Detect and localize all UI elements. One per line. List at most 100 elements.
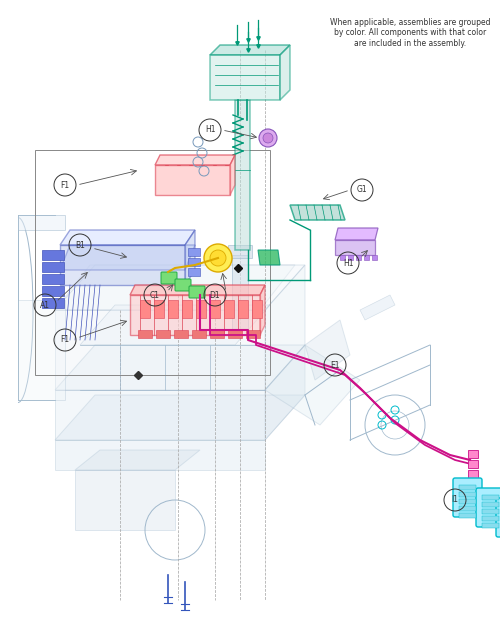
Bar	[224, 300, 234, 318]
Bar	[42, 286, 64, 296]
FancyBboxPatch shape	[175, 279, 191, 291]
Bar	[459, 492, 476, 497]
Polygon shape	[130, 295, 260, 335]
FancyBboxPatch shape	[453, 478, 482, 517]
Text: B1: B1	[75, 241, 85, 249]
Polygon shape	[55, 395, 305, 440]
Bar	[168, 300, 178, 318]
Polygon shape	[18, 215, 65, 230]
Polygon shape	[130, 285, 265, 295]
Polygon shape	[55, 265, 305, 310]
Polygon shape	[265, 265, 305, 390]
Text: When applicable, assemblies are grouped
by color. All components with that color: When applicable, assemblies are grouped …	[330, 18, 490, 48]
Text: I1: I1	[452, 496, 458, 505]
Circle shape	[204, 244, 232, 272]
Text: A1: A1	[40, 301, 50, 310]
Bar	[42, 298, 64, 308]
Polygon shape	[55, 265, 295, 310]
Bar	[192, 330, 206, 338]
Polygon shape	[335, 240, 375, 255]
Text: E1: E1	[330, 361, 340, 370]
Text: H1: H1	[205, 125, 215, 134]
Text: H1: H1	[343, 258, 353, 268]
Polygon shape	[60, 245, 185, 285]
Polygon shape	[55, 345, 305, 390]
Bar	[459, 499, 476, 504]
Bar	[210, 300, 220, 318]
Polygon shape	[55, 440, 265, 470]
Polygon shape	[75, 470, 175, 530]
Bar	[42, 274, 64, 284]
Circle shape	[263, 133, 273, 143]
Polygon shape	[155, 165, 230, 195]
Bar	[188, 248, 200, 256]
Polygon shape	[18, 300, 65, 400]
Bar	[42, 262, 64, 272]
Bar	[340, 255, 345, 260]
Circle shape	[210, 250, 226, 266]
Bar	[348, 255, 353, 260]
Bar	[228, 330, 242, 338]
Bar	[459, 485, 476, 490]
Polygon shape	[360, 295, 395, 320]
Text: D1: D1	[210, 291, 220, 299]
FancyBboxPatch shape	[161, 272, 177, 284]
Text: F1: F1	[60, 180, 70, 189]
FancyBboxPatch shape	[476, 488, 500, 527]
Bar	[468, 450, 478, 458]
Polygon shape	[155, 155, 235, 165]
Bar	[156, 330, 170, 338]
Bar	[174, 330, 188, 338]
Polygon shape	[55, 310, 265, 390]
Bar	[482, 509, 499, 514]
Bar	[42, 250, 64, 260]
Polygon shape	[260, 285, 265, 335]
Bar	[154, 300, 164, 318]
Bar	[138, 330, 152, 338]
Bar	[372, 255, 377, 260]
Text: G1: G1	[356, 185, 368, 194]
Bar	[210, 330, 224, 338]
Bar	[246, 330, 260, 338]
Polygon shape	[55, 390, 265, 440]
Bar	[188, 258, 200, 266]
Polygon shape	[75, 450, 200, 470]
Polygon shape	[210, 55, 280, 100]
Polygon shape	[230, 155, 235, 195]
Polygon shape	[210, 45, 290, 55]
Bar	[182, 300, 192, 318]
Polygon shape	[235, 100, 250, 250]
Bar	[252, 300, 262, 318]
Polygon shape	[280, 45, 290, 100]
Bar	[140, 300, 150, 318]
Polygon shape	[60, 230, 195, 245]
Bar	[468, 470, 478, 478]
Bar	[196, 300, 206, 318]
Polygon shape	[228, 245, 252, 258]
Bar	[459, 513, 476, 518]
FancyBboxPatch shape	[496, 498, 500, 537]
Text: F1: F1	[60, 335, 70, 344]
Bar	[482, 523, 499, 528]
Polygon shape	[305, 320, 350, 380]
Text: C1: C1	[150, 291, 160, 299]
Polygon shape	[258, 250, 280, 265]
Bar	[482, 516, 499, 521]
Polygon shape	[265, 345, 360, 425]
FancyBboxPatch shape	[189, 286, 205, 298]
Bar	[238, 300, 248, 318]
Polygon shape	[265, 345, 305, 440]
Bar	[459, 506, 476, 511]
Polygon shape	[290, 205, 345, 220]
Polygon shape	[80, 305, 270, 345]
Bar	[482, 495, 499, 500]
Bar	[188, 268, 200, 276]
Polygon shape	[335, 228, 378, 240]
Circle shape	[259, 129, 277, 147]
Bar	[356, 255, 361, 260]
Polygon shape	[185, 230, 195, 285]
Bar	[468, 460, 478, 468]
Bar	[482, 502, 499, 507]
Polygon shape	[60, 245, 195, 270]
Polygon shape	[232, 255, 248, 330]
